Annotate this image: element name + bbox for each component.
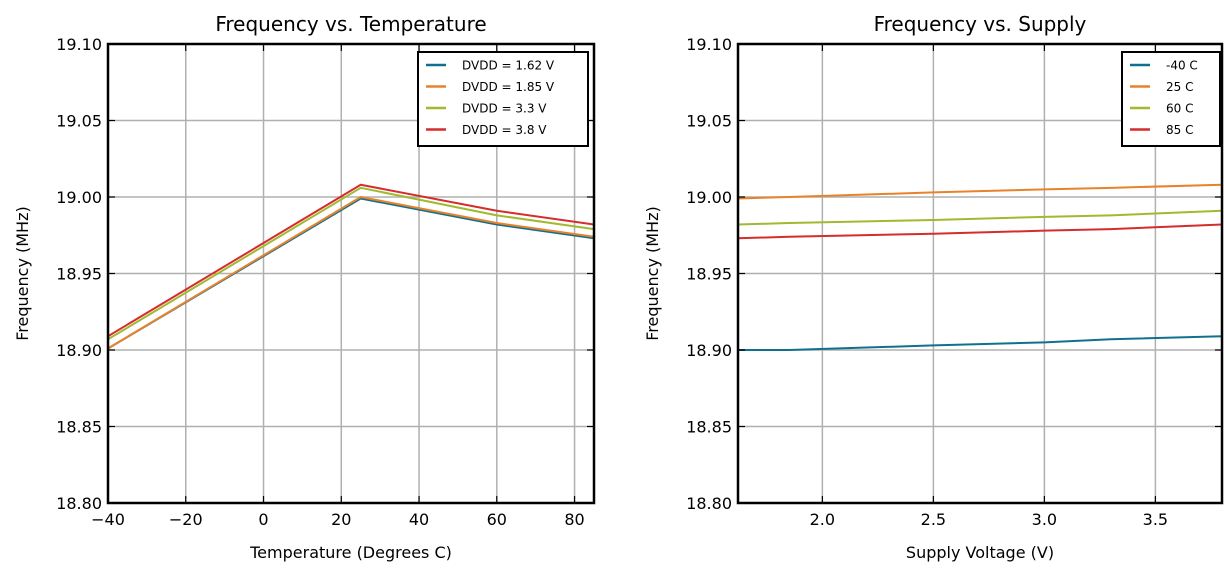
series-line	[108, 183, 594, 338]
y-tick-label: 19.00	[56, 188, 102, 207]
legend-label: 60 C	[1166, 102, 1193, 116]
y-tick-label: 18.90	[686, 341, 732, 360]
x-axis-label: Temperature (Degrees C)	[249, 543, 452, 562]
chart-title: Frequency vs. Supply	[874, 12, 1087, 36]
y-tick-label: 19.05	[686, 112, 732, 131]
y-tick-label: 18.85	[56, 418, 102, 437]
y-tick-label: 19.00	[686, 188, 732, 207]
x-tick-label: 3.5	[1143, 510, 1168, 529]
legend-label: 25 C	[1166, 80, 1193, 94]
series-line	[108, 196, 594, 350]
x-tick-label: −20	[169, 510, 203, 529]
x-tick-label: 2.0	[810, 510, 835, 529]
series-line	[738, 223, 1222, 240]
series-line	[108, 186, 594, 341]
legend-label: DVDD = 1.62 V	[462, 59, 555, 73]
x-tick-label: 80	[564, 510, 584, 529]
x-tick-label: 2.5	[921, 510, 946, 529]
legend-label: DVDD = 3.8 V	[462, 123, 547, 137]
x-tick-label: 60	[487, 510, 507, 529]
legend-label: 85 C	[1166, 123, 1193, 137]
series-line	[738, 183, 1222, 200]
x-tick-label: 3.0	[1032, 510, 1057, 529]
series-group	[738, 183, 1222, 351]
y-tick-label: 18.85	[686, 418, 732, 437]
legend: -40 C 25 C 60 C 85 C	[1121, 51, 1221, 147]
legend: DVDD = 1.62 V DVDD = 1.85 V DVDD = 3.3 V DV…	[417, 51, 589, 147]
supply-chart-panel: 2.0 2.5 3.0 3.5 18.80 18.85 18.90 18.95 19.00 19.…	[643, 12, 1224, 562]
y-tick-label: 18.95	[686, 265, 732, 284]
y-tick-label: 18.95	[56, 265, 102, 284]
y-axis-label: Frequency (MHz)	[643, 206, 662, 340]
y-axis-label: Frequency (MHz)	[13, 206, 32, 340]
y-tick-label: 18.90	[56, 341, 102, 360]
legend-label: DVDD = 3.3 V	[462, 102, 547, 116]
x-tick-label: 0	[258, 510, 268, 529]
legend-box	[417, 51, 589, 147]
y-tick-label: 18.80	[686, 494, 732, 513]
x-tick-label: 20	[331, 510, 351, 529]
y-tick-label: 18.80	[56, 494, 102, 513]
x-axis-label: Supply Voltage (V)	[906, 543, 1054, 562]
temperature-chart-panel: −40 −20 0 20 40 60 80 18.80 18.85 18.90 18.95 19.00…	[13, 12, 596, 562]
legend-label: -40 C	[1166, 59, 1198, 73]
y-tick-label: 19.05	[56, 112, 102, 131]
x-tick-label: 40	[409, 510, 429, 529]
series-line	[738, 335, 1222, 351]
x-tick-label: −40	[91, 510, 125, 529]
chart-title: Frequency vs. Temperature	[215, 12, 486, 36]
series-group	[108, 183, 594, 350]
series-line	[738, 209, 1222, 226]
y-tick-label: 19.10	[686, 35, 732, 54]
y-tick-label: 19.10	[56, 35, 102, 54]
legend-label: DVDD = 1.85 V	[462, 80, 555, 94]
